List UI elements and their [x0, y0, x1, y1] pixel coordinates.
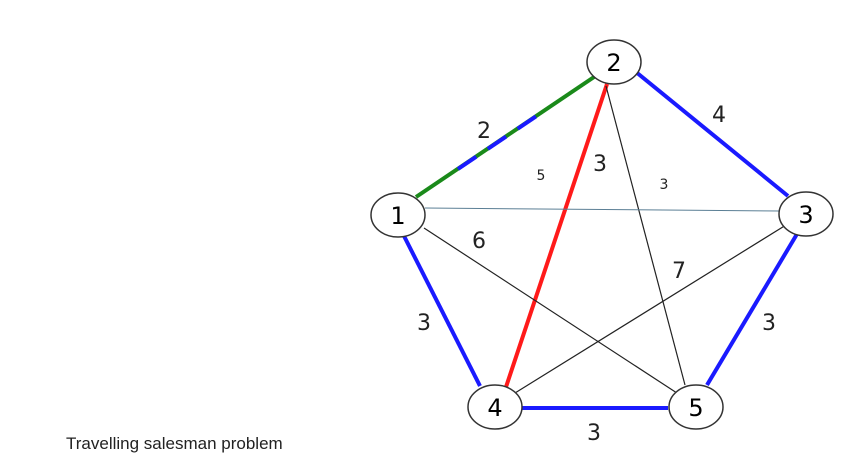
edge-label-3-4: 7 — [672, 259, 686, 284]
edge-1-4 — [402, 235, 482, 387]
caption: Travelling salesman problem — [66, 434, 283, 453]
node-1: 1 — [370, 192, 426, 238]
edge-3-4 — [514, 224, 787, 394]
edge-2-3 — [634, 70, 790, 198]
edge-2-4 — [504, 83, 609, 388]
node-5: 5 — [668, 384, 724, 430]
edge-label-1-3: 3 — [660, 177, 669, 193]
node-3: 3 — [778, 191, 834, 237]
node-1-label: 1 — [390, 202, 405, 230]
edge-1-2-blue-segment — [456, 111, 543, 171]
edges — [402, 70, 799, 410]
edge-label-1-4: 3 — [417, 311, 431, 336]
node-4-label: 4 — [487, 394, 502, 422]
edge-label-4-5: 3 — [587, 421, 601, 446]
edge-labels: 2 4 3 3 3 3 6 7 5 3 — [417, 103, 776, 446]
edge-label-1-5: 6 — [472, 229, 486, 254]
edge-label-3-5: 3 — [762, 311, 776, 336]
nodes: 1 2 3 4 5 — [370, 39, 834, 430]
edge-1-2 — [414, 73, 599, 199]
edge-1-5 — [423, 227, 681, 396]
node-5-label: 5 — [688, 394, 703, 422]
edge-2-5 — [605, 85, 686, 386]
edge-label-2-4: 3 — [593, 152, 607, 177]
edge-3-5 — [705, 232, 799, 387]
edge-1-3 — [424, 207, 781, 212]
edge-label-1-2: 2 — [477, 119, 491, 144]
node-4: 4 — [467, 384, 523, 430]
edge-label-2-5: 5 — [537, 168, 546, 184]
node-2: 2 — [586, 39, 642, 85]
edge-label-2-3: 4 — [712, 103, 726, 128]
node-3-label: 3 — [798, 201, 813, 229]
node-2-label: 2 — [606, 49, 621, 77]
